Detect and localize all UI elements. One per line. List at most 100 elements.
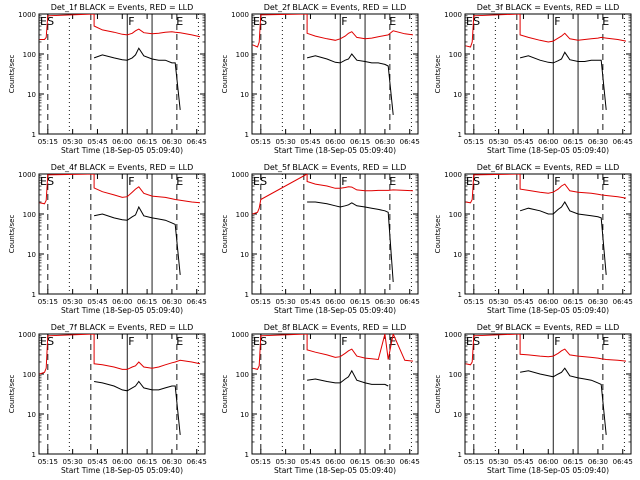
x-axis-label: Start Time (18-Sep-05 05:09:40) bbox=[487, 146, 609, 155]
interval-marker-letter: E bbox=[602, 335, 609, 348]
y-axis-label: Counts/sec bbox=[434, 55, 442, 94]
interval-marker-letter: E bbox=[176, 175, 183, 188]
chart-panel-2: Det_2f BLACK = Events, RED = LLD 1 10 100 10… bbox=[221, 3, 420, 155]
x-tick-label: 06:00 bbox=[112, 458, 132, 466]
interval-marker-letter: S bbox=[473, 15, 480, 28]
interval-marker-letter: F bbox=[128, 335, 134, 348]
y-tick-label: 1000 bbox=[444, 11, 462, 19]
interval-marker-letter: E bbox=[466, 335, 473, 348]
events-series-line bbox=[307, 201, 394, 283]
chart-panel-4: Det_4f BLACK = Events, RED = LLD 1 10 100 10… bbox=[8, 163, 207, 315]
events-series-line bbox=[94, 380, 181, 435]
chart-title: Det_3f BLACK = Events, RED = LLD bbox=[477, 3, 620, 12]
interval-marker-letter: S bbox=[473, 335, 480, 348]
y-tick-label: 100 bbox=[236, 51, 249, 59]
x-tick-label: 06:30 bbox=[375, 458, 395, 466]
chart-title: Det_5f BLACK = Events, RED = LLD bbox=[264, 163, 407, 172]
y-tick-label: 1 bbox=[245, 131, 249, 139]
y-tick-label: 10 bbox=[27, 411, 36, 419]
x-tick-label: 06:45 bbox=[400, 298, 420, 306]
x-tick-label: 05:30 bbox=[276, 458, 296, 466]
x-tick-label: 05:30 bbox=[63, 298, 83, 306]
x-axis-label: Start Time (18-Sep-05 05:09:40) bbox=[274, 306, 396, 315]
x-tick-label: 06:00 bbox=[538, 458, 558, 466]
x-tick-label: 06:00 bbox=[325, 138, 345, 146]
x-axis-label: Start Time (18-Sep-05 05:09:40) bbox=[487, 306, 609, 315]
x-tick-label: 06:45 bbox=[613, 458, 633, 466]
interval-marker-letter: F bbox=[554, 175, 560, 188]
x-tick-label: 05:45 bbox=[300, 138, 320, 146]
x-tick-label: 05:15 bbox=[251, 298, 271, 306]
x-tick-label: 05:30 bbox=[63, 458, 83, 466]
x-axis-label: Start Time (18-Sep-05 05:09:40) bbox=[61, 466, 183, 475]
x-tick-label: 06:15 bbox=[563, 298, 583, 306]
x-tick-label: 06:15 bbox=[350, 298, 370, 306]
x-tick-label: 05:45 bbox=[513, 138, 533, 146]
interval-marker-letter: F bbox=[341, 335, 347, 348]
plot-frame bbox=[251, 13, 419, 135]
x-tick-label: 05:15 bbox=[464, 458, 484, 466]
y-tick-label: 100 bbox=[23, 371, 36, 379]
interval-marker-letter: E bbox=[602, 15, 609, 28]
events-series-line bbox=[307, 369, 389, 387]
chart-panel-9: Det_9f BLACK = Events, RED = LLD 1 10 100 10… bbox=[434, 323, 633, 475]
y-tick-label: 100 bbox=[23, 51, 36, 59]
y-tick-label: 1000 bbox=[18, 171, 36, 179]
y-axis-label: Counts/sec bbox=[8, 375, 16, 414]
y-tick-label: 1000 bbox=[231, 331, 249, 339]
x-axis-label: Start Time (18-Sep-05 05:09:40) bbox=[487, 466, 609, 475]
x-tick-label: 05:15 bbox=[38, 138, 58, 146]
events-series-line bbox=[93, 47, 181, 110]
x-tick-label: 05:15 bbox=[464, 138, 484, 146]
x-tick-label: 06:45 bbox=[613, 138, 633, 146]
lld-series-line bbox=[465, 174, 627, 204]
chart-title: Det_9f BLACK = Events, RED = LLD bbox=[477, 323, 620, 332]
x-axis-label: Start Time (18-Sep-05 05:09:40) bbox=[61, 306, 183, 315]
x-axis-label: Start Time (18-Sep-05 05:09:40) bbox=[274, 466, 396, 475]
y-tick-label: 100 bbox=[236, 211, 249, 219]
plot-frame bbox=[38, 173, 206, 295]
y-tick-label: 10 bbox=[453, 91, 462, 99]
x-tick-label: 05:45 bbox=[300, 298, 320, 306]
interval-marker-letter: S bbox=[260, 335, 267, 348]
y-tick-label: 1 bbox=[458, 291, 462, 299]
events-series-line bbox=[306, 53, 394, 115]
x-tick-label: 05:45 bbox=[300, 458, 320, 466]
lld-series-line bbox=[39, 334, 201, 375]
events-series-line bbox=[520, 367, 607, 435]
interval-marker-letter: E bbox=[389, 335, 396, 348]
events-series-line bbox=[519, 51, 607, 110]
interval-marker-letter: E bbox=[389, 15, 396, 28]
x-tick-label: 06:45 bbox=[400, 458, 420, 466]
chart-panel-8: Det_8f BLACK = Events, RED = LLD 1 10 100 10… bbox=[221, 323, 420, 475]
y-tick-label: 100 bbox=[23, 211, 36, 219]
x-tick-label: 06:15 bbox=[350, 138, 370, 146]
y-axis-label: Counts/sec bbox=[8, 215, 16, 254]
y-tick-label: 10 bbox=[27, 91, 36, 99]
x-tick-label: 06:45 bbox=[400, 138, 420, 146]
interval-marker-letter: S bbox=[473, 175, 480, 188]
y-tick-label: 100 bbox=[236, 371, 249, 379]
y-axis-label: Counts/sec bbox=[8, 55, 16, 94]
x-tick-label: 05:15 bbox=[464, 298, 484, 306]
lld-series-line bbox=[39, 14, 201, 40]
lld-series-line bbox=[252, 14, 414, 48]
interval-marker-letter: S bbox=[47, 335, 54, 348]
x-tick-label: 05:45 bbox=[87, 298, 107, 306]
interval-marker-letter: E bbox=[40, 175, 47, 188]
y-tick-label: 1 bbox=[245, 451, 249, 459]
interval-marker-letter: E bbox=[253, 15, 260, 28]
x-tick-label: 05:30 bbox=[276, 138, 296, 146]
interval-marker-letter: S bbox=[260, 175, 267, 188]
y-tick-label: 10 bbox=[453, 411, 462, 419]
x-tick-label: 06:45 bbox=[187, 458, 207, 466]
x-tick-label: 05:15 bbox=[251, 458, 271, 466]
y-tick-label: 1000 bbox=[18, 331, 36, 339]
y-tick-label: 1000 bbox=[444, 331, 462, 339]
y-tick-label: 1 bbox=[32, 291, 36, 299]
y-tick-label: 10 bbox=[240, 91, 249, 99]
y-tick-label: 1 bbox=[458, 131, 462, 139]
chart-title: Det_6f BLACK = Events, RED = LLD bbox=[477, 163, 620, 172]
interval-marker-letter: F bbox=[554, 15, 560, 28]
